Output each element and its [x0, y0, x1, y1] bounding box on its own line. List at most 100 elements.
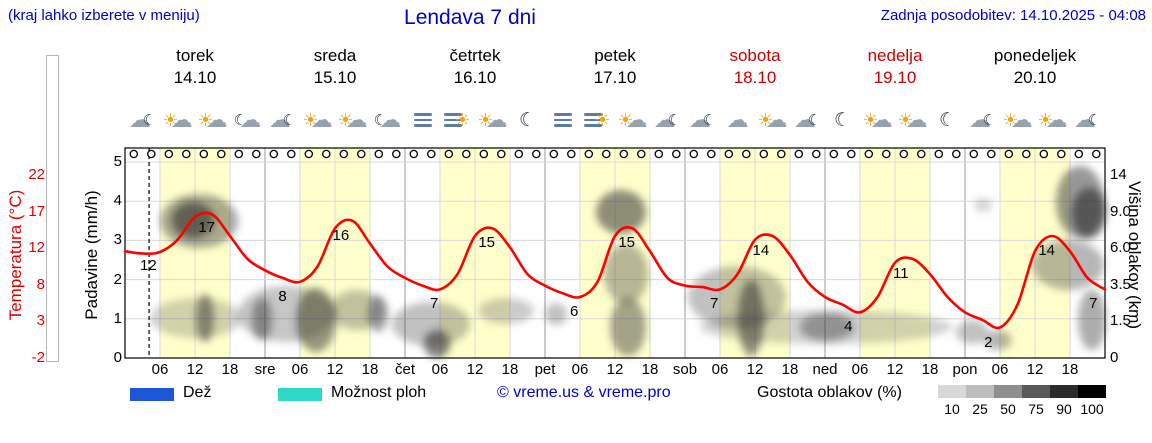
probability-circle — [287, 149, 296, 159]
moon-cloud-icon: ☾ ☁ — [365, 101, 411, 139]
x-axis-day-label: ned — [812, 361, 838, 378]
temperature-value-label: 2 — [984, 333, 993, 351]
cloud-icon: ☁ — [128, 107, 151, 132]
sun-cloud-icon: ☀ ☁ — [610, 101, 656, 139]
probability-circle — [619, 149, 629, 159]
probability-circle — [392, 149, 401, 159]
cloud-scale-label: 90 — [1056, 401, 1072, 417]
sun-icon: ☀ — [1002, 110, 1019, 130]
cloud-scale-segment: 100 — [1078, 385, 1106, 417]
probability-circle — [934, 149, 944, 159]
x-axis-hour-label: 06 — [151, 361, 169, 378]
cloud-moon-icon: ☁ ☾ — [785, 101, 831, 139]
sun-icon: ☀ — [594, 110, 611, 130]
cloud-scale-color — [994, 385, 1022, 398]
sun-icon: ☀ — [162, 110, 179, 130]
cloud-scale-color — [1050, 385, 1078, 398]
precipitation-tick-label: 2 — [113, 270, 122, 288]
temperature-value-label: 11 — [893, 264, 909, 282]
cloud-icon: ☁ — [310, 107, 333, 132]
day-date: 20.10 — [1013, 68, 1057, 87]
cloud-scale-segment: 50 — [994, 385, 1022, 417]
precipitation-tick-label: 3 — [113, 231, 122, 249]
x-axis-hour-label: 06 — [851, 361, 869, 378]
cloud-icon: ☁ — [485, 107, 508, 132]
cloud-icon: ☁ — [688, 107, 711, 132]
cloud-blob — [1078, 290, 1106, 350]
cloud-moon-icon: ☁ ☾ — [645, 101, 691, 139]
precipitation-tick-label: 5 — [113, 153, 122, 170]
day-name: petek — [594, 46, 636, 65]
probability-circle — [532, 149, 541, 159]
cloud-icon: ☁ — [1010, 107, 1033, 132]
x-axis-hour-label: 12 — [186, 361, 204, 378]
probability-circle — [742, 149, 751, 159]
x-axis-hour-label: 06 — [291, 361, 309, 378]
probability-circle — [1022, 149, 1031, 159]
probability-circle — [794, 149, 804, 159]
day-date: 18.10 — [733, 68, 777, 87]
x-axis-hour-label: 18 — [221, 361, 239, 378]
temperature-value-label: 6 — [569, 303, 579, 320]
x-axis-hour-label: 12 — [746, 361, 764, 378]
day-name: nedelja — [867, 46, 923, 65]
sun-cloud-icon: ☀ ☁ — [890, 101, 936, 139]
x-axis-hour-label: 06 — [991, 361, 1009, 378]
probability-circle — [427, 149, 436, 159]
probability-circle — [444, 149, 454, 159]
showers-legend-swatch — [278, 388, 322, 401]
temperature-value-label: 17 — [198, 219, 215, 237]
x-axis-hour-label: 12 — [466, 361, 484, 378]
x-axis-hour-label: 12 — [1026, 361, 1044, 378]
probability-circle — [777, 149, 786, 159]
fog-icon — [584, 113, 603, 127]
cloud-icon: ☁ — [1045, 107, 1068, 132]
cloud-height-tick-label: 6.0 — [1110, 239, 1131, 257]
day-name: sobota — [729, 46, 781, 65]
sun-icon: ☀ — [617, 110, 634, 130]
cloud-icon: ☁ — [870, 107, 893, 132]
temperature-scale-strip — [46, 55, 59, 362]
probability-circle — [602, 149, 611, 159]
copyright-link[interactable]: © vreme.us & vreme.pro — [497, 384, 671, 401]
probability-circle — [339, 149, 349, 159]
cloud-height-tick-label: 3.5 — [1110, 275, 1131, 293]
cloud-blob — [596, 190, 646, 234]
cloud-icon: ☁ — [726, 107, 749, 132]
x-axis-hour-label: 12 — [886, 361, 904, 378]
cloud-blob — [800, 313, 854, 341]
probability-circle — [1039, 149, 1049, 159]
moon-icon: ☾ — [233, 111, 248, 129]
probability-circle — [497, 149, 506, 159]
temperature-value-label: 12 — [139, 257, 157, 275]
sun-cloud-icon: ☀ ☁ — [330, 101, 376, 139]
moon-icon: ☾ — [667, 111, 682, 129]
temperature-value-label: 4 — [844, 318, 853, 336]
x-axis-hour-label: 18 — [501, 361, 519, 378]
cloud-scale-label: 50 — [1000, 401, 1016, 417]
cloud-blob — [368, 296, 388, 332]
probability-circle — [374, 149, 384, 159]
x-axis-day-label: sob — [672, 361, 698, 378]
probability-circle — [847, 149, 856, 159]
probability-circle — [269, 149, 279, 159]
cloud-icon: ☁ — [205, 107, 228, 132]
cloud-blob — [974, 198, 992, 212]
day-name: sreda — [313, 46, 357, 65]
probability-circle — [987, 149, 996, 159]
fog-sun-icon: ☀ — [435, 101, 481, 139]
temperature-value-label: 7 — [709, 295, 719, 313]
probability-circle — [1074, 149, 1084, 159]
temperature-tick-label: 17 — [28, 202, 45, 220]
moon-icon: ☾ — [820, 101, 866, 139]
probability-circle — [409, 149, 419, 159]
cloud-icon: ☁ — [968, 107, 991, 132]
precipitation-tick-label: 4 — [113, 192, 122, 210]
cloud-icon: ☁ — [268, 107, 291, 132]
cloud-icon: ☁ — [793, 107, 816, 132]
cloud-height-tick-label: 9.0 — [1110, 202, 1131, 220]
cloud-icon: ☁ — [905, 107, 928, 132]
fog-icon — [444, 113, 463, 127]
probability-circle — [1004, 149, 1014, 159]
sun-icon: ☀ — [197, 110, 214, 130]
